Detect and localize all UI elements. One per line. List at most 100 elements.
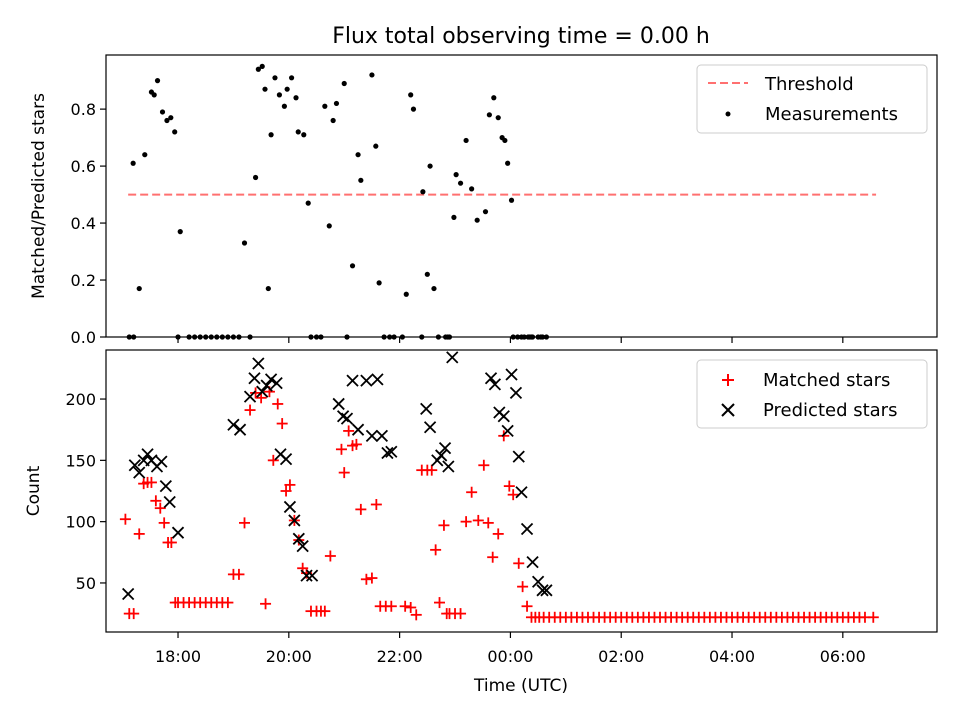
marker-stroke xyxy=(375,429,389,442)
matched-star-point xyxy=(399,600,411,612)
marker-stroke xyxy=(141,448,154,461)
predicted-star-point xyxy=(283,500,297,514)
marker-stroke xyxy=(252,357,265,370)
predicted-star-point xyxy=(279,452,293,466)
marker-stroke xyxy=(509,386,523,400)
marker-stroke xyxy=(288,514,301,527)
predicted-star-point xyxy=(371,373,384,386)
matched-star-point xyxy=(410,609,422,621)
matched-star-point xyxy=(165,536,177,548)
y-tick-label: 200 xyxy=(65,390,96,409)
marker-stroke xyxy=(279,452,293,466)
matched-star-point xyxy=(517,581,529,593)
matched-star-point xyxy=(272,398,284,410)
x-tick-label: 04:00 xyxy=(709,647,755,666)
marker-stroke xyxy=(488,378,502,391)
legend-predicted-swatch xyxy=(721,403,735,417)
matched-star-point xyxy=(338,467,350,479)
matched-star-point xyxy=(434,597,446,609)
matched-star-point xyxy=(154,502,166,514)
matched-star-point xyxy=(244,404,256,416)
marker-stroke xyxy=(233,423,247,436)
predicted-star-point xyxy=(243,390,257,403)
measurement-point xyxy=(333,100,340,107)
measurement-point xyxy=(403,291,409,297)
legend-box xyxy=(696,359,928,429)
predicted-star-point xyxy=(296,540,309,553)
x-tick-label: 02:00 xyxy=(598,647,644,666)
marker-stroke xyxy=(159,479,172,493)
matched-star-point xyxy=(430,544,442,556)
matched-star-point xyxy=(513,557,525,569)
measurement-point xyxy=(508,197,515,203)
measurement-point xyxy=(491,95,497,101)
y-tick-label: 0.0 xyxy=(71,328,96,347)
marker-stroke xyxy=(163,495,176,509)
marker-stroke xyxy=(155,455,168,468)
measurement-point xyxy=(272,75,278,81)
predicted-star-point xyxy=(536,584,549,597)
matched-star-point xyxy=(405,601,417,613)
predicted-star-point xyxy=(159,479,172,493)
measurement-point xyxy=(172,129,178,135)
y-tick-label: 100 xyxy=(65,513,96,532)
predicted-star-point xyxy=(446,351,459,364)
predicted-star-point xyxy=(497,410,510,423)
predicted-star-point xyxy=(133,466,146,479)
predicted-star-point xyxy=(332,397,345,411)
marker-stroke xyxy=(171,526,185,539)
x-tick-label: 06:00 xyxy=(820,647,866,666)
measurement-point xyxy=(420,189,426,195)
measurement-point xyxy=(151,92,157,98)
matched-star-point xyxy=(503,480,515,492)
measurement-point xyxy=(326,223,332,229)
measurement-point xyxy=(424,271,430,277)
matched-star-point xyxy=(260,598,272,610)
matched-star-point xyxy=(487,551,499,563)
marker-stroke xyxy=(438,441,452,455)
x-axis-label: Time (UTC) xyxy=(473,676,568,696)
measurement-point xyxy=(495,115,501,121)
y-tick-label: 150 xyxy=(65,451,96,470)
predicted-star-point xyxy=(526,555,539,569)
matched-star-point xyxy=(366,572,378,584)
matched-star-point xyxy=(492,528,504,540)
predicted-star-point xyxy=(264,373,278,386)
measurement-point xyxy=(341,80,347,87)
x-tick-label: 18:00 xyxy=(155,647,201,666)
marker-stroke xyxy=(420,402,433,415)
matched-star-point xyxy=(128,608,140,620)
predicted-star-point xyxy=(256,385,269,398)
measurement-point xyxy=(355,152,361,158)
predicted-star-point xyxy=(375,429,389,442)
matched-star-point xyxy=(133,528,145,540)
predicted-star-point xyxy=(381,446,394,460)
marker-stroke xyxy=(536,584,549,597)
matched-star-point xyxy=(350,438,362,450)
legend-predicted-label: Predicted stars xyxy=(763,400,897,421)
predicted-star-point xyxy=(260,379,273,392)
marker-stroke xyxy=(540,584,553,597)
matched-star-point xyxy=(284,479,296,491)
predicted-star-point xyxy=(438,441,452,455)
marker-stroke xyxy=(128,459,141,472)
legend-measurements-swatch xyxy=(725,111,731,117)
marker-stroke xyxy=(484,372,498,385)
ratio-panel-legend: Threshold Measurements xyxy=(696,64,928,134)
measurement-point xyxy=(255,66,261,72)
predicted-star-point xyxy=(420,402,433,415)
marker-stroke xyxy=(248,372,261,385)
measurement-point xyxy=(330,117,336,124)
legend-box xyxy=(696,64,928,134)
y-tick-label: 0.8 xyxy=(71,100,96,119)
marker-stroke xyxy=(520,522,534,536)
measurement-point xyxy=(322,103,328,109)
measurement-point xyxy=(295,129,301,135)
matched-star-point xyxy=(255,392,267,404)
predicted-star-point xyxy=(488,378,502,391)
measurement-point xyxy=(265,285,271,292)
predicted-star-point xyxy=(509,386,523,400)
predicted-star-point xyxy=(155,455,168,468)
matched-star-point xyxy=(222,597,234,609)
predicted-star-point xyxy=(515,486,528,499)
